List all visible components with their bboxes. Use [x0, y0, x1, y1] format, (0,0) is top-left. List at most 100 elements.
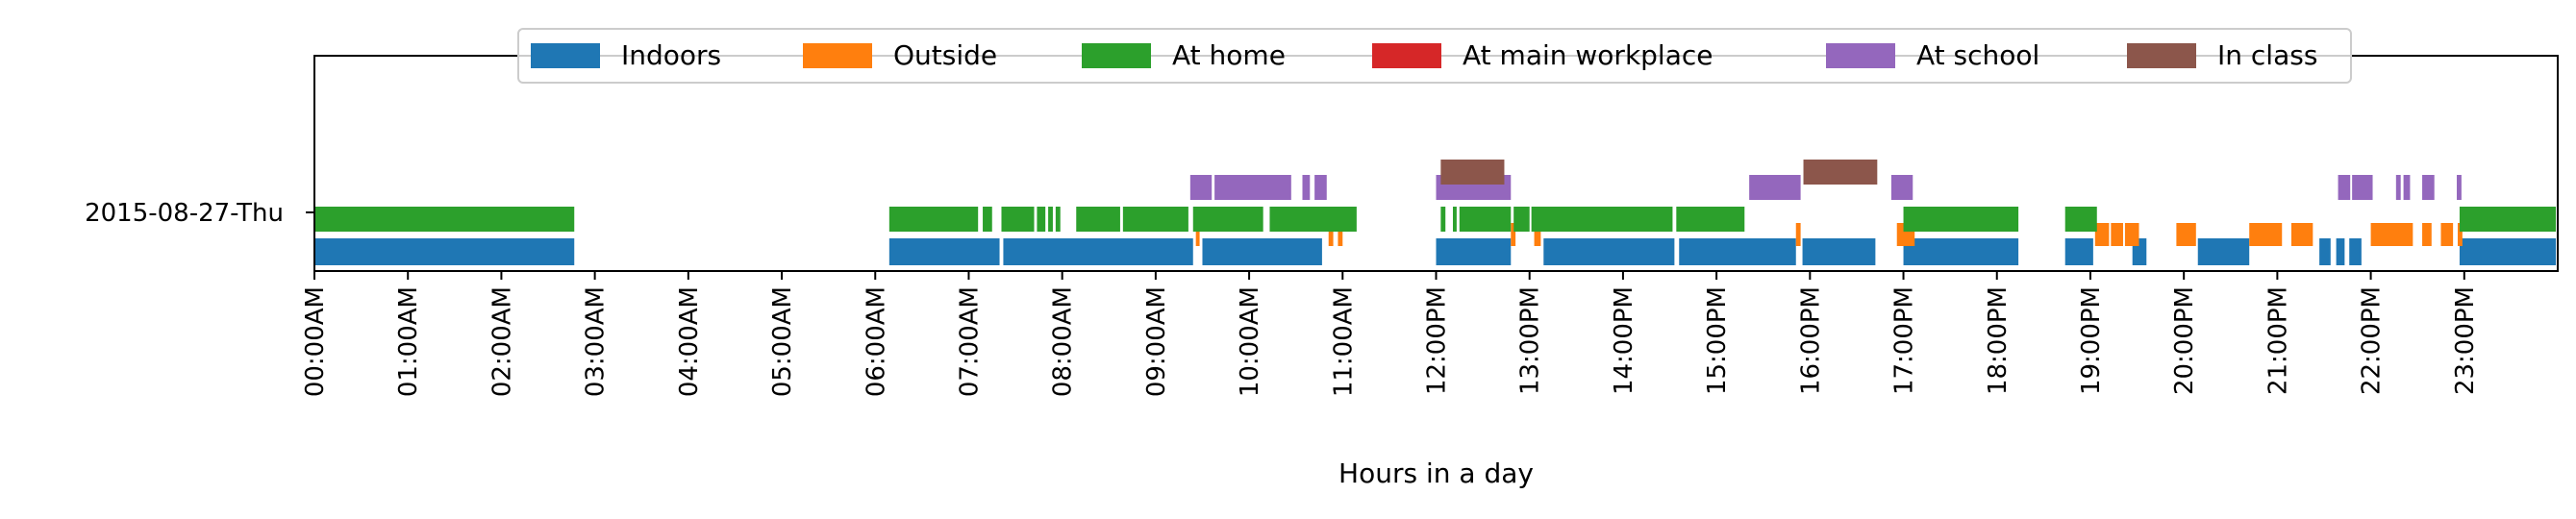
- x-tick-label: 10:00AM: [1236, 286, 1264, 397]
- bar-at-school: [1749, 175, 1801, 200]
- bar-at-home: [1192, 207, 1263, 232]
- x-tick-label: 06:00AM: [862, 286, 890, 397]
- bar-outside: [2422, 223, 2432, 246]
- bar-at-home: [1459, 207, 1512, 232]
- bar-at-home: [888, 207, 979, 232]
- bar-at-school: [1189, 175, 1213, 200]
- bar-at-school: [1890, 175, 1913, 200]
- bar-at-home: [1269, 207, 1357, 232]
- legend-swatch-in-class: [2127, 43, 2196, 68]
- bar-indoors: [1802, 238, 1876, 265]
- bar-at-home: [1452, 207, 1457, 232]
- bars-layer: [314, 160, 2557, 265]
- bar-outside: [1328, 223, 1334, 246]
- bar-outside: [2111, 223, 2123, 246]
- x-tick-label: 02:00AM: [488, 286, 516, 397]
- bar-indoors: [2349, 238, 2362, 265]
- bar-indoors: [1436, 238, 1512, 265]
- bar-outside: [1511, 223, 1516, 246]
- bar-indoors: [1679, 238, 1796, 265]
- legend-label: Indoors: [621, 39, 721, 71]
- bar-indoors: [1003, 238, 1193, 265]
- bar-at-home: [1001, 207, 1035, 232]
- bar-at-school: [2422, 175, 2435, 200]
- legend-label: Outside: [893, 39, 997, 71]
- bar-indoors: [2197, 238, 2250, 265]
- legend-label: At home: [1172, 39, 1286, 71]
- bar-outside: [1534, 223, 1541, 246]
- bar-at-school: [2352, 175, 2373, 200]
- bar-indoors: [2336, 238, 2345, 265]
- legend-label: At main workplace: [1463, 39, 1713, 71]
- bar-outside: [2370, 223, 2413, 246]
- bar-at-school: [1314, 175, 1327, 200]
- bar-outside: [2176, 223, 2196, 246]
- legend-label: In class: [2217, 39, 2317, 71]
- x-tick-label: 20:00PM: [2170, 286, 2199, 395]
- bar-in-class: [1803, 160, 1878, 185]
- legend-swatch-at-home: [1082, 43, 1151, 68]
- x-tick-label: 01:00AM: [394, 286, 423, 397]
- bar-at-home: [1903, 207, 2019, 232]
- x-tick-label: 11:00AM: [1329, 286, 1358, 397]
- bar-at-home: [314, 207, 575, 232]
- bar-at-home: [983, 207, 992, 232]
- x-tick-label: 05:00AM: [768, 286, 797, 397]
- x-tick-label: 08:00AM: [1049, 286, 1078, 397]
- bar-at-home: [1531, 207, 1673, 232]
- bar-at-home: [1122, 207, 1188, 232]
- x-tick-label: 04:00AM: [675, 286, 704, 397]
- legend-swatch-at-main-workplace: [1372, 43, 1441, 68]
- legend: Indoors Outside At home At main workplace At…: [517, 28, 2352, 84]
- bar-indoors: [1903, 238, 2019, 265]
- legend-swatch-indoors: [531, 43, 600, 68]
- bar-indoors: [888, 238, 1000, 265]
- bar-at-school: [2403, 175, 2411, 200]
- bar-at-school: [2395, 175, 2401, 200]
- x-tick-label: 15:00PM: [1703, 286, 1732, 395]
- x-tick-label: 17:00PM: [1890, 286, 1919, 395]
- x-tick-label: 21:00PM: [2263, 286, 2292, 395]
- x-tick-label: 13:00PM: [1516, 286, 1545, 395]
- x-tick-label: 09:00AM: [1142, 286, 1171, 397]
- y-category-label: 2015-08-27-Thu: [85, 199, 284, 228]
- x-axis: 00:00AM 01:00AM 02:00AM 03:00AM 04:00AM 05:00…: [301, 271, 2480, 397]
- bar-at-school: [1302, 175, 1311, 200]
- bar-at-home: [1676, 207, 1745, 232]
- bar-at-home: [1055, 207, 1061, 232]
- bar-outside: [2249, 223, 2283, 246]
- bar-outside: [1795, 223, 1801, 246]
- bar-outside: [2124, 223, 2139, 246]
- legend-label: At school: [1916, 39, 2039, 71]
- bar-indoors: [1202, 238, 1322, 265]
- bar-at-home: [1048, 207, 1053, 232]
- bar-outside: [1338, 223, 1343, 246]
- bar-at-school: [2457, 175, 2462, 200]
- bar-at-school: [1214, 175, 1291, 200]
- bar-at-home: [2459, 207, 2557, 232]
- bar-at-home: [1037, 207, 1046, 232]
- x-tick-label: 03:00AM: [582, 286, 611, 397]
- x-axis-label: Hours in a day: [1338, 457, 1534, 489]
- bar-at-home: [1076, 207, 1120, 232]
- bar-at-school: [2338, 175, 2351, 200]
- x-tick-label: 18:00PM: [1984, 286, 2013, 395]
- x-tick-label: 12:00PM: [1423, 286, 1452, 395]
- bar-indoors: [314, 238, 575, 265]
- x-tick-label: 22:00PM: [2358, 286, 2387, 395]
- bar-outside: [2290, 223, 2313, 246]
- x-tick-label: 07:00AM: [955, 286, 984, 397]
- bar-outside: [2457, 223, 2463, 246]
- y-axis: 2015-08-27-Thu: [85, 199, 314, 228]
- bar-in-class: [1440, 160, 1505, 185]
- x-tick-label: 19:00PM: [2077, 286, 2106, 395]
- x-tick-label: 23:00PM: [2451, 286, 2480, 395]
- bar-indoors: [2064, 238, 2093, 265]
- bar-outside: [2094, 223, 2110, 246]
- x-tick-label: 16:00PM: [1796, 286, 1825, 395]
- bar-at-home: [1440, 207, 1446, 232]
- bar-at-home: [2064, 207, 2097, 232]
- bar-indoors: [2319, 238, 2331, 265]
- bar-indoors: [2459, 238, 2557, 265]
